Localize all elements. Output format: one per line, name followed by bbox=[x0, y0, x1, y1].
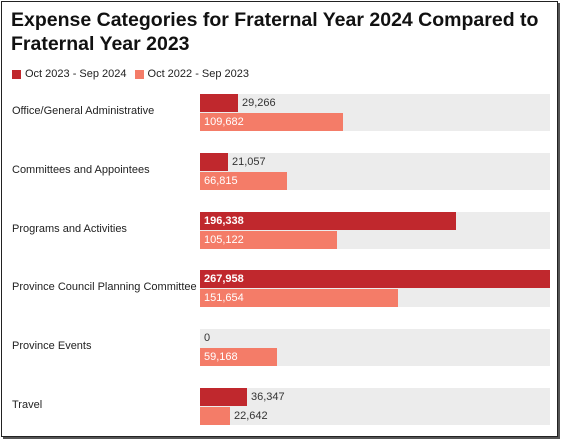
data-label: 0 bbox=[204, 332, 211, 345]
bar-2024 bbox=[200, 388, 247, 406]
data-label: 59,168 bbox=[204, 351, 238, 364]
chart-plot-area: Office/General Administrative 29,266 109,6… bbox=[2, 2, 557, 436]
bar-2023 bbox=[200, 348, 277, 367]
data-label: 109,682 bbox=[204, 116, 244, 128]
category-label: Programs and Activities bbox=[12, 222, 127, 235]
bar-2024 bbox=[200, 152, 228, 171]
category-label: Office/General Administrative bbox=[12, 105, 155, 117]
legend-swatch-2023 bbox=[134, 69, 144, 79]
bar-2023 bbox=[200, 289, 398, 308]
data-label: 267,958 bbox=[204, 273, 244, 286]
bar-2023 bbox=[200, 113, 343, 131]
bar-2023 bbox=[200, 230, 337, 249]
legend-label-2024: Oct 2023 - Sep 2024 bbox=[25, 68, 127, 80]
bar-track bbox=[200, 388, 550, 425]
data-label: 29,266 bbox=[242, 97, 276, 109]
data-label: 21,057 bbox=[232, 155, 266, 168]
data-label: 66,815 bbox=[204, 174, 238, 187]
bar-2024 bbox=[200, 211, 456, 230]
category-label: Province Council Planning Committee bbox=[12, 281, 197, 294]
legend-label-2023: Oct 2022 - Sep 2023 bbox=[147, 68, 250, 80]
legend-item-2023: Oct 2022 - Sep 2023 bbox=[134, 68, 250, 80]
data-label: 22,642 bbox=[234, 410, 268, 422]
bar-2024 bbox=[200, 270, 550, 289]
bar-2023 bbox=[200, 407, 230, 425]
bar-2024 bbox=[200, 94, 238, 112]
legend-swatch-2024 bbox=[12, 69, 21, 79]
category-label: Province Events bbox=[12, 340, 92, 353]
data-label: 105,122 bbox=[204, 233, 244, 246]
category-label: Committees and Appointees bbox=[12, 163, 150, 176]
category-label: Travel bbox=[12, 399, 43, 411]
legend-item-2024: Oct 2023 - Sep 2024 bbox=[12, 68, 127, 80]
data-label: 151,654 bbox=[204, 292, 244, 305]
chart-legend: Oct 2023 - Sep 2024 Oct 2022 - Sep 2023 bbox=[12, 68, 257, 80]
bar-2023 bbox=[200, 171, 287, 190]
chart-title: Expense Categories for Fraternal Year 20… bbox=[11, 9, 539, 55]
data-label: 36,347 bbox=[251, 391, 285, 403]
data-label: 196,338 bbox=[204, 214, 244, 227]
